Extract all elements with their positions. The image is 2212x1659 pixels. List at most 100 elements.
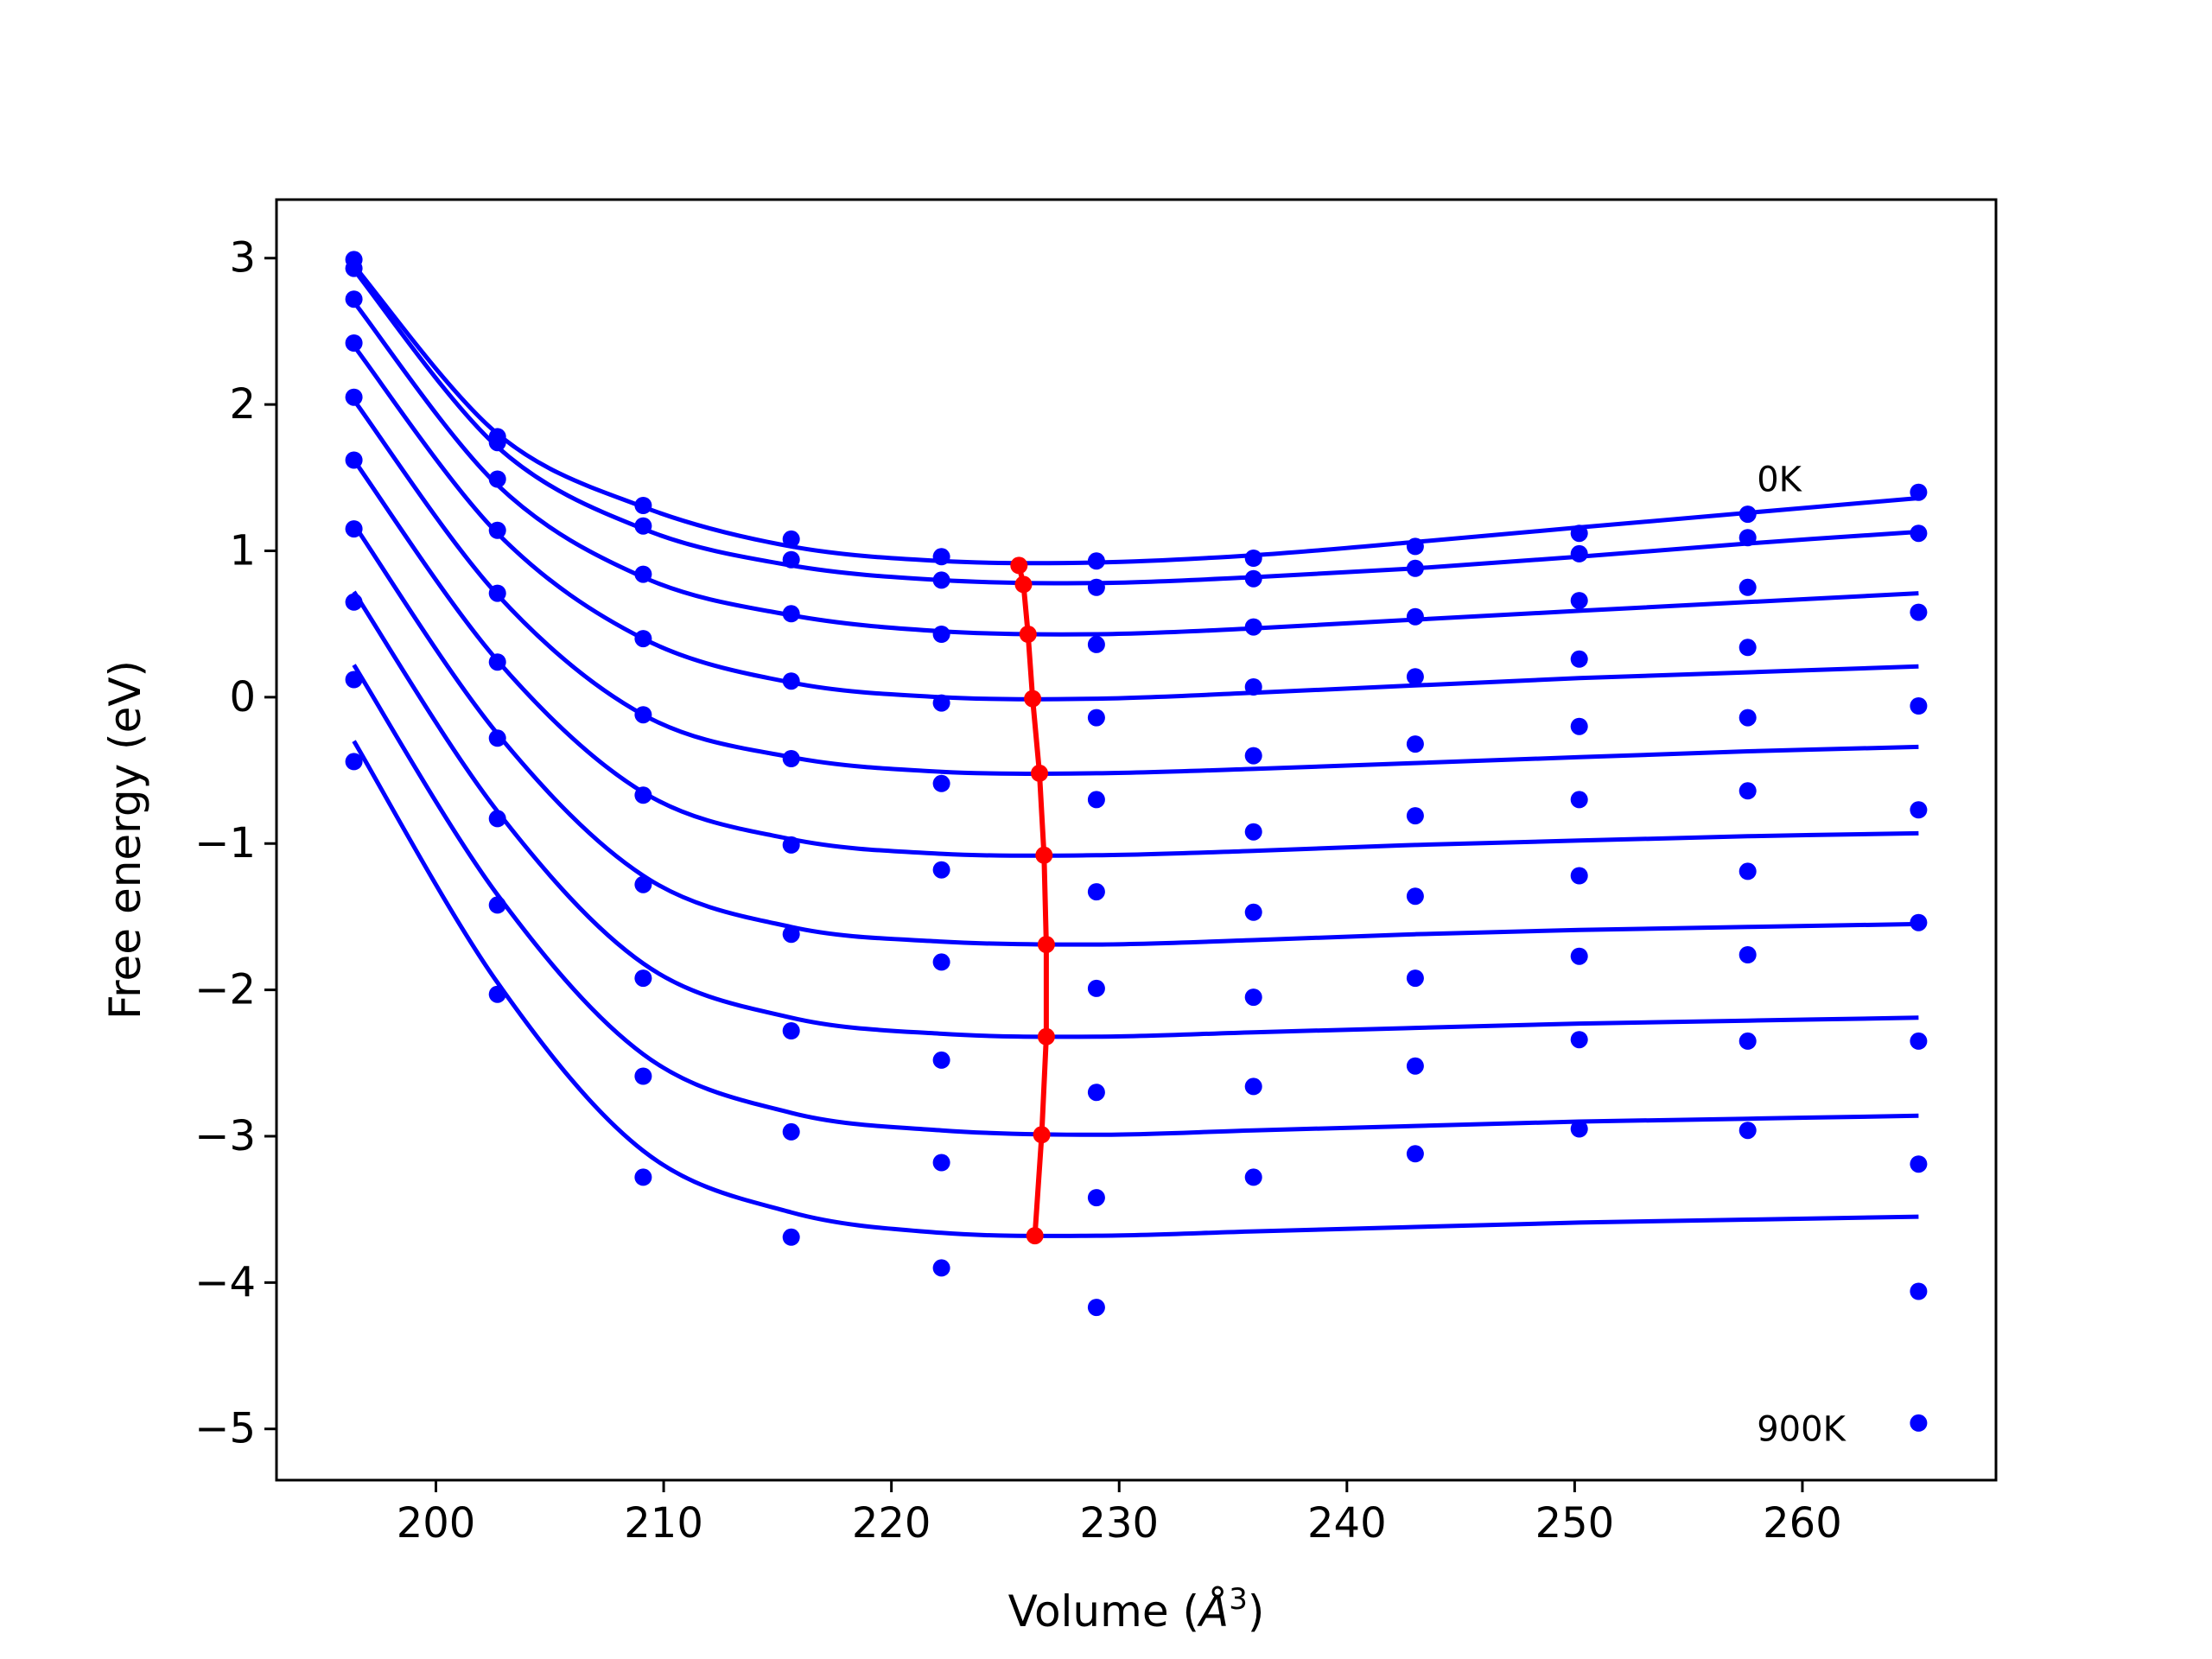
data-point <box>932 571 950 589</box>
x-axis-label-symbol: Å <box>1197 1586 1229 1637</box>
data-point <box>488 653 506 671</box>
data-point <box>1570 544 1588 563</box>
y-axis-label: Free energy (eV) <box>100 660 150 1020</box>
data-point <box>488 985 506 1003</box>
data-point <box>488 470 506 488</box>
data-point <box>932 694 950 712</box>
data-point <box>1087 1189 1105 1207</box>
data-point <box>1244 903 1262 921</box>
data-point <box>782 605 800 623</box>
data-point <box>488 521 506 539</box>
x-axis-label: Volume (Å3) <box>1008 1582 1265 1637</box>
fit-curve-7 <box>352 590 1919 1039</box>
data-point <box>634 875 652 893</box>
data-point <box>1406 969 1424 988</box>
minima-line <box>1016 564 1049 1236</box>
data-point <box>1570 592 1588 610</box>
data-point <box>1244 1077 1262 1096</box>
x-axis: 200 210 220 230 240 250 260 <box>397 1480 1842 1548</box>
data-point <box>1244 569 1262 588</box>
fit-curve-6 <box>352 523 1919 947</box>
x-tick-label: 240 <box>1307 1499 1387 1548</box>
data-point <box>634 786 652 804</box>
x-tick-label: 220 <box>852 1499 931 1548</box>
data-point <box>782 1228 800 1246</box>
data-point <box>932 1259 950 1277</box>
minimum-point <box>1026 1227 1044 1245</box>
data-point <box>1406 537 1424 556</box>
data-point <box>1910 801 1928 819</box>
data-point <box>1738 578 1757 596</box>
minimum-point <box>1010 556 1028 575</box>
data-point <box>1406 607 1424 626</box>
data-point <box>345 671 363 689</box>
data-point <box>932 774 950 792</box>
data-point <box>488 584 506 602</box>
data-point <box>1087 709 1105 727</box>
data-point <box>782 550 800 569</box>
data-point <box>932 1051 950 1069</box>
fit-curve-5 <box>352 459 1919 858</box>
data-point <box>1406 807 1424 825</box>
data-point <box>1087 791 1105 809</box>
x-axis-label-superscript: 3 <box>1229 1582 1248 1617</box>
data-point <box>782 925 800 944</box>
data-point <box>1087 1084 1105 1102</box>
data-point <box>1738 1032 1757 1050</box>
data-point <box>345 753 363 771</box>
data-point <box>1244 678 1262 696</box>
data-point <box>1087 1299 1105 1317</box>
data-point <box>782 750 800 767</box>
minimum-point <box>1037 1027 1055 1046</box>
data-point <box>782 1122 800 1141</box>
y-tick-label: −1 <box>194 819 256 868</box>
data-point <box>1738 529 1757 547</box>
x-tick-label: 210 <box>624 1499 703 1548</box>
data-point <box>1738 862 1757 880</box>
data-point <box>488 434 506 452</box>
data-point <box>634 565 652 583</box>
data-point <box>345 451 363 469</box>
data-point <box>1910 524 1928 543</box>
data-point <box>782 1022 800 1039</box>
data-point <box>634 517 652 535</box>
annotation-0k: 0K <box>1757 460 1802 499</box>
data-point <box>1087 883 1105 901</box>
minimum-point <box>1031 764 1048 782</box>
fit-curve-4 <box>352 398 1919 776</box>
data-point <box>634 1067 652 1085</box>
data-point <box>1406 887 1424 906</box>
data-point <box>1570 1120 1588 1138</box>
data-point <box>1406 735 1424 753</box>
data-point <box>1738 1122 1757 1140</box>
minimum-point <box>1035 846 1053 864</box>
data-point <box>1738 946 1757 963</box>
x-axis-label-close: ) <box>1248 1586 1265 1637</box>
data-point <box>1244 988 1262 1007</box>
data-point <box>345 334 363 352</box>
minimum-point <box>1024 690 1042 708</box>
annotation-900k: 900K <box>1757 1410 1847 1450</box>
x-tick-label: 260 <box>1763 1499 1842 1548</box>
y-tick-label: 3 <box>229 234 256 283</box>
data-point <box>932 1154 950 1172</box>
data-point <box>782 836 800 854</box>
minimum-point <box>1033 1126 1051 1144</box>
minimum-point <box>1014 575 1033 594</box>
x-axis-label-text: Volume ( <box>1008 1586 1199 1637</box>
x-tick-label: 200 <box>397 1499 476 1548</box>
data-point <box>1087 578 1105 596</box>
data-point <box>345 388 363 406</box>
data-point <box>1244 618 1262 636</box>
data-point <box>1570 867 1588 885</box>
y-tick-label: −3 <box>194 1112 256 1160</box>
data-point <box>1087 635 1105 653</box>
data-point <box>1910 913 1928 931</box>
fit-curve-3 <box>352 344 1919 702</box>
data-point <box>345 290 363 308</box>
y-axis: 3 2 1 0 −1 −2 −3 −4 −5 <box>194 234 276 1453</box>
data-point <box>634 706 652 724</box>
data-point <box>1910 483 1928 501</box>
